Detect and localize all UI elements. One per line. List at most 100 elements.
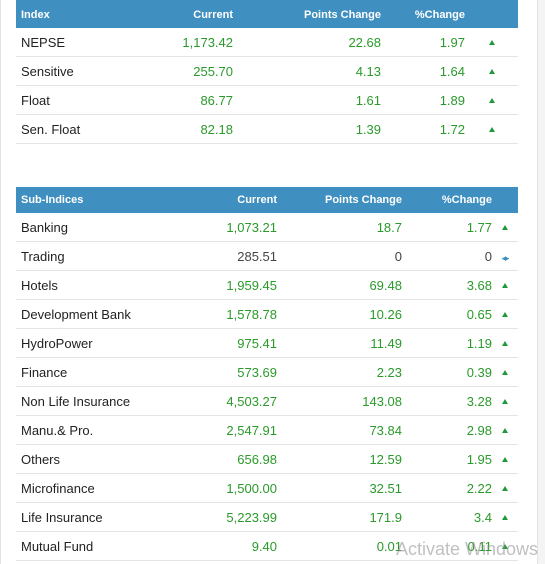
index-name: HydroPower [16,328,166,358]
current-value: 1,578.78 [166,299,277,329]
points-change-value: 0.01 [277,531,402,561]
points-change-value: 10.26 [277,299,402,329]
percent-change-value: 3.28 [402,386,492,416]
triangle-up-icon [502,543,508,549]
trend-cell [492,270,518,300]
header-sub-indices[interactable]: Sub-Indices [16,187,166,213]
table-row[interactable]: Sen. Float 82.18 1.39 1.72 [16,114,518,144]
triangle-up-icon [488,97,495,103]
trend-cell [492,328,518,358]
triangle-up-icon [502,282,508,288]
table-row[interactable]: Float 86.77 1.61 1.89 [16,85,518,115]
header-points-change[interactable]: Points Change [277,187,402,213]
index-name: Microfinance [16,473,166,503]
header-trend [492,187,518,213]
percent-change-value: 2.22 [402,473,492,503]
trend-cell [465,85,518,115]
points-change-value: 12.59 [277,444,402,474]
table-row[interactable]: Life Insurance 5,223.99 171.9 3.4 [16,502,518,532]
index-name: Others [16,444,166,474]
left-right-arrows-icon: ◂▸ [501,252,509,263]
table-header-row: Index Current Points Change %Change [16,0,518,28]
current-value: 975.41 [166,328,277,358]
percent-change-value: 0.39 [402,357,492,387]
points-change-value: 18.7 [277,213,402,242]
table-row[interactable]: HydroPower 975.41 11.49 1.19 [16,328,518,358]
table-row[interactable]: Finance 573.69 2.23 0.39 [16,357,518,387]
triangle-up-icon [488,39,495,45]
header-percent-change[interactable]: %Change [402,187,492,213]
trend-cell [492,531,518,561]
triangle-up-icon [502,485,508,491]
triangle-up-icon [488,68,495,74]
current-value: 1,073.21 [166,213,277,242]
index-name: Sensitive [16,56,137,86]
current-value: 4,503.27 [166,386,277,416]
trend-cell [465,114,518,144]
table-row[interactable]: Mutual Fund 9.40 0.01 0.11 [16,531,518,561]
current-value: 656.98 [166,444,277,474]
points-change-value: 143.08 [277,386,402,416]
trend-cell [492,299,518,329]
header-index[interactable]: Index [16,0,137,28]
index-name: Development Bank [16,299,166,329]
percent-change-value: 1.89 [381,85,465,115]
trend-cell: ◂▸ [492,241,518,271]
table-row[interactable]: Microfinance 1,500.00 32.51 2.22 [16,473,518,503]
table-row[interactable]: Others 656.98 12.59 1.95 [16,444,518,474]
trend-cell [465,28,518,57]
percent-change-value: 1.95 [402,444,492,474]
points-change-value: 4.13 [233,56,381,86]
index-name: Float [16,85,137,115]
index-name: NEPSE [16,28,137,57]
header-current[interactable]: Current [166,187,277,213]
percent-change-value: 1.19 [402,328,492,358]
table-row[interactable]: Manu.& Pro. 2,547.91 73.84 2.98 [16,415,518,445]
current-value: 86.77 [137,85,233,115]
index-name: Trading [16,241,166,271]
percent-change-value: 0.11 [402,531,492,561]
header-points-change[interactable]: Points Change [233,0,381,28]
triangle-up-icon [502,514,508,520]
current-value: 255.70 [137,56,233,86]
triangle-up-icon [502,311,508,317]
percent-change-value: 1.72 [381,114,465,144]
index-name: Mutual Fund [16,531,166,561]
percent-change-value: 1.64 [381,56,465,86]
triangle-up-icon [488,126,495,132]
table-row[interactable]: Non Life Insurance 4,503.27 143.08 3.28 [16,386,518,416]
trend-cell [465,56,518,86]
percent-change-value: 3.68 [402,270,492,300]
current-value: 573.69 [166,357,277,387]
current-value: 9.40 [166,531,277,561]
current-value: 285.51 [166,241,277,271]
points-change-value: 69.48 [277,270,402,300]
table-row[interactable]: Banking 1,073.21 18.7 1.77 [16,213,518,242]
vertical-scrollbar[interactable] [537,0,545,564]
trend-cell [492,213,518,242]
points-change-value: 1.61 [233,85,381,115]
index-name: Non Life Insurance [16,386,166,416]
current-value: 82.18 [137,114,233,144]
table-header-row: Sub-Indices Current Points Change %Chang… [16,187,518,213]
header-current[interactable]: Current [137,0,233,28]
points-change-value: 2.23 [277,357,402,387]
triangle-up-icon [502,340,508,346]
header-percent-change[interactable]: %Change [381,0,465,28]
points-change-value: 0 [277,241,402,271]
table-row[interactable]: Trading 285.51 0 0 ◂▸ [16,241,518,271]
percent-change-value: 0.65 [402,299,492,329]
main-indices-table: Index Current Points Change %Change NEPS… [16,0,518,144]
trend-cell [492,415,518,445]
table-row[interactable]: Development Bank 1,578.78 10.26 0.65 [16,299,518,329]
percent-change-value: 1.77 [402,213,492,242]
current-value: 1,173.42 [137,28,233,57]
points-change-value: 32.51 [277,473,402,503]
table-row[interactable]: Hotels 1,959.45 69.48 3.68 [16,270,518,300]
triangle-up-icon [502,427,508,433]
triangle-up-icon [502,369,508,375]
table-row[interactable]: Sensitive 255.70 4.13 1.64 [16,56,518,86]
percent-change-value: 2.98 [402,415,492,445]
current-value: 5,223.99 [166,502,277,532]
table-row[interactable]: NEPSE 1,173.42 22.68 1.97 [16,28,518,57]
